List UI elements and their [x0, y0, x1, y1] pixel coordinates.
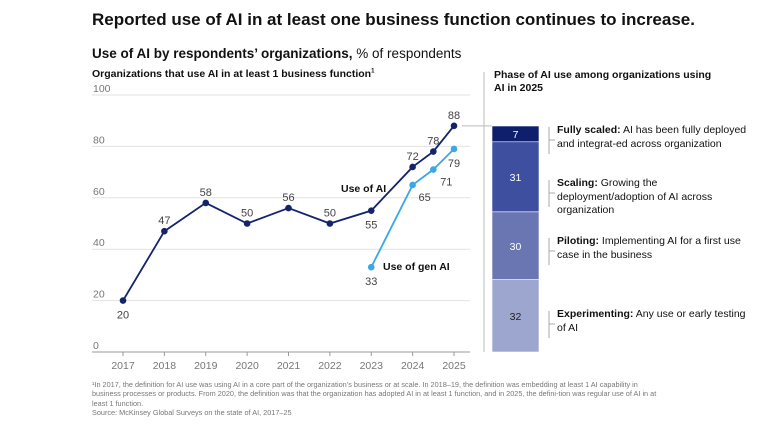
bar-chart-title: Phase of AI use among organizations usin…	[494, 69, 712, 94]
data-label: 65	[419, 192, 431, 204]
y-tick-label: 100	[93, 83, 111, 95]
data-label: 33	[365, 276, 377, 288]
data-point	[243, 220, 251, 227]
data-point	[202, 199, 210, 207]
data-label: 72	[407, 151, 419, 163]
x-tick-label: 2025	[442, 360, 466, 372]
page-title: Reported use of AI in at least one busin…	[92, 10, 695, 29]
bracket	[548, 311, 555, 338]
subtitle: Use of AI by respondents’ organizations,…	[92, 46, 461, 61]
data-label: 50	[241, 208, 253, 220]
data-point	[430, 148, 437, 155]
x-tick-label: 2022	[318, 360, 342, 372]
footnote: ¹In 2017, the definition for AI use was …	[92, 380, 662, 417]
phase-description: Scaling: Growing the deployment/adoption…	[557, 177, 757, 218]
data-label: 88	[448, 110, 460, 122]
phase-label: Fully scaled:	[557, 124, 621, 136]
phase-text: Growing the deployment/adoption of AI ac…	[557, 177, 713, 216]
series-line-ai	[122, 125, 455, 302]
bracket	[548, 238, 555, 265]
phase-text: Any use or early testing of AI	[557, 308, 746, 334]
data-point	[450, 145, 458, 153]
phase-label: Scaling:	[557, 177, 598, 189]
data-point	[285, 204, 292, 212]
bar-value-label: 30	[510, 241, 522, 253]
bar-value-label: 31	[510, 172, 522, 184]
data-label: 78	[427, 136, 439, 148]
data-point	[409, 163, 416, 171]
data-point	[430, 166, 437, 173]
data-point	[326, 220, 334, 227]
bar-segment	[491, 141, 540, 213]
series-label-ai: Use of AI	[341, 183, 386, 195]
series-label-gen-ai: Use of gen AI	[383, 261, 450, 273]
data-point	[409, 181, 416, 189]
x-tick-label: 2017	[111, 360, 135, 372]
bracket	[548, 180, 555, 207]
x-tick-label: 2019	[194, 360, 218, 372]
line-chart-title-text: Organizations that use AI in at least 1 …	[92, 68, 372, 80]
x-tick-label: 2020	[235, 360, 259, 372]
data-point	[161, 227, 168, 235]
y-tick-label: 0	[93, 340, 99, 352]
data-label: 50	[324, 208, 336, 220]
phase-text: Implementing AI for a first use case in …	[557, 235, 741, 261]
phase-description: Fully scaled: AI has been fully deployed…	[557, 124, 757, 151]
phase-description: Experimenting: Any use or early testing …	[557, 308, 757, 335]
y-tick-label: 60	[93, 186, 105, 198]
phase-label: Experimenting:	[557, 308, 634, 320]
x-tick-label: 2023	[360, 360, 384, 372]
data-label: 47	[158, 215, 170, 227]
data-point	[119, 297, 127, 304]
data-point	[367, 263, 375, 271]
bar-segment	[491, 211, 540, 280]
footnote-mark: 1	[371, 68, 375, 75]
data-label: 58	[200, 187, 212, 199]
data-label: 79	[448, 158, 460, 170]
bracket	[548, 127, 555, 154]
series-line-gen-ai	[370, 148, 455, 268]
bar-segment	[491, 279, 540, 353]
data-point	[450, 122, 458, 130]
y-tick-label: 20	[93, 289, 105, 301]
x-tick-label: 2024	[401, 360, 425, 372]
line-chart-title: Organizations that use AI in at least 1 …	[92, 68, 374, 80]
phase-description: Piloting: Implementing AI for a first us…	[557, 235, 757, 262]
data-label: 56	[282, 192, 294, 204]
data-label: 55	[365, 220, 377, 232]
subtitle-unit: % of respondents	[352, 46, 462, 61]
data-label: 20	[117, 310, 129, 322]
x-tick-label: 2018	[153, 360, 177, 372]
footnote-text: ¹In 2017, the definition for AI use was …	[92, 380, 657, 408]
data-label: 71	[440, 177, 452, 189]
phase-text: AI has been fully deployed and integrat-…	[557, 124, 747, 150]
bar-value-label: 7	[513, 129, 519, 141]
source-text: Source: McKinsey Global Surveys on the s…	[92, 407, 292, 417]
phase-label: Piloting:	[557, 235, 599, 247]
x-tick-label: 2021	[277, 360, 301, 372]
subtitle-bold: Use of AI by respondents’ organizations,	[92, 46, 353, 61]
y-tick-label: 40	[93, 237, 105, 249]
bar-value-label: 32	[510, 311, 522, 323]
y-tick-label: 80	[93, 134, 105, 146]
data-point	[367, 207, 375, 214]
